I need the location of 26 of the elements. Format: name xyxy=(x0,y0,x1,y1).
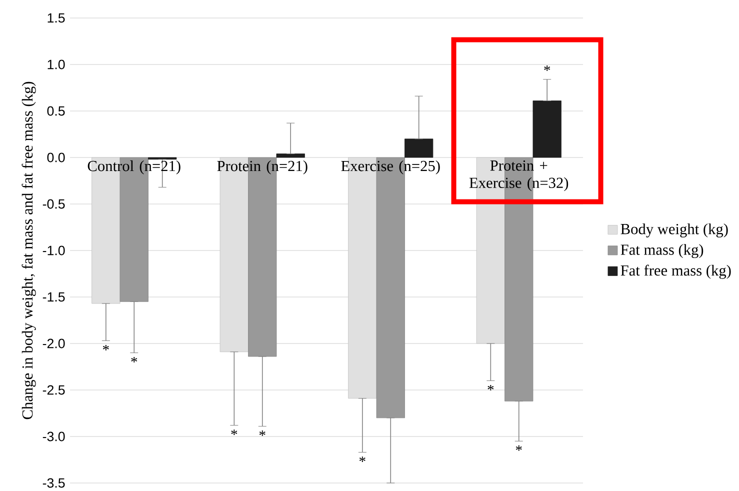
legend-label: Fat free mass (kg) xyxy=(620,264,731,279)
y-tick-label: 0.0 xyxy=(47,152,65,162)
y-tick-label: -0.5 xyxy=(42,199,65,209)
y-tick-label: -1.5 xyxy=(42,292,65,302)
y-tick-label: -3.0 xyxy=(42,432,65,442)
legend-label: Body weight (kg) xyxy=(620,223,728,238)
y-tick-label: -2.0 xyxy=(42,338,65,348)
y-tick-label: 1.0 xyxy=(48,60,65,70)
legend-label: Fat mass (kg) xyxy=(620,244,704,258)
y-tick-label: -1.0 xyxy=(42,246,65,256)
annotation: * xyxy=(102,344,109,350)
x-tick-label: Control (n=21) xyxy=(88,160,180,174)
y-tick-label: 0.5 xyxy=(47,106,65,116)
y-tick-label: -2.5 xyxy=(42,385,65,395)
annotation: * xyxy=(259,430,266,436)
annotation: * xyxy=(131,357,138,362)
data-label: * xyxy=(544,66,550,71)
x-tick-label: Protein (n=21) xyxy=(217,160,308,174)
x-tick-label: Exercise (n=25) xyxy=(341,160,440,174)
annotation: * xyxy=(516,445,522,451)
annotation: * xyxy=(359,456,366,462)
y-axis-title: Change in body weight, fat mass and fat free mass (kg) xyxy=(22,82,36,420)
data-label: * xyxy=(488,384,494,390)
annotation: * xyxy=(231,430,238,435)
y-tick-label: 1.5 xyxy=(48,13,65,23)
y-tick-label: -3.5 xyxy=(42,478,65,488)
